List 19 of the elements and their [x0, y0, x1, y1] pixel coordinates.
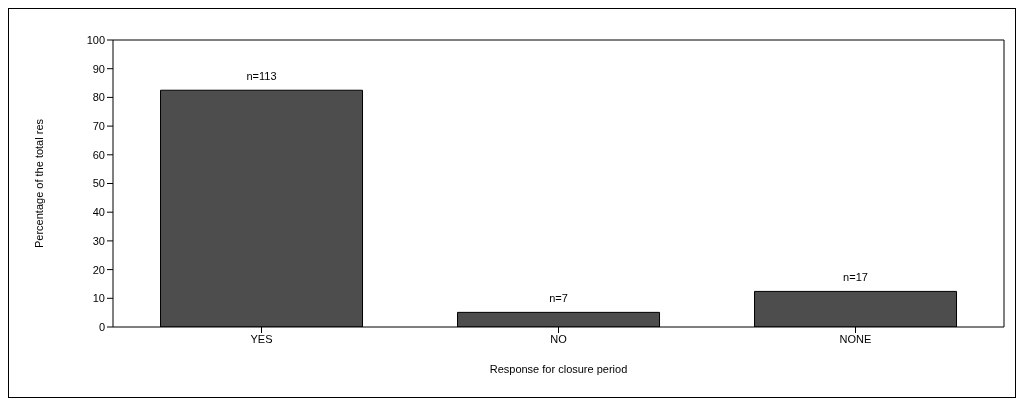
x-axis-title: Response for closure period	[489, 363, 628, 375]
y-axis-title: Percentage of the total res	[32, 118, 45, 249]
y-tick-label: 40	[92, 206, 105, 219]
y-tick-label: 30	[92, 234, 105, 247]
x-tick-label: NO	[550, 332, 568, 345]
y-tick-label: 10	[92, 292, 105, 305]
annotation: n=17	[843, 271, 868, 284]
x-tick-label: YES	[250, 332, 273, 345]
y-tick-label: 0	[98, 320, 105, 333]
y-tick-label: 90	[92, 62, 105, 75]
y-tick-label: 60	[92, 148, 105, 161]
y-tick-label: 20	[92, 263, 105, 276]
y-tick-label: 70	[92, 120, 105, 133]
y-tick-label: 80	[92, 91, 105, 104]
y-tick-label: 50	[92, 177, 105, 190]
annotation: n=7	[549, 292, 568, 305]
annotation: n=113	[246, 70, 277, 83]
y-tick-label: 100	[86, 33, 105, 46]
x-tick-label: NONE	[839, 332, 872, 345]
